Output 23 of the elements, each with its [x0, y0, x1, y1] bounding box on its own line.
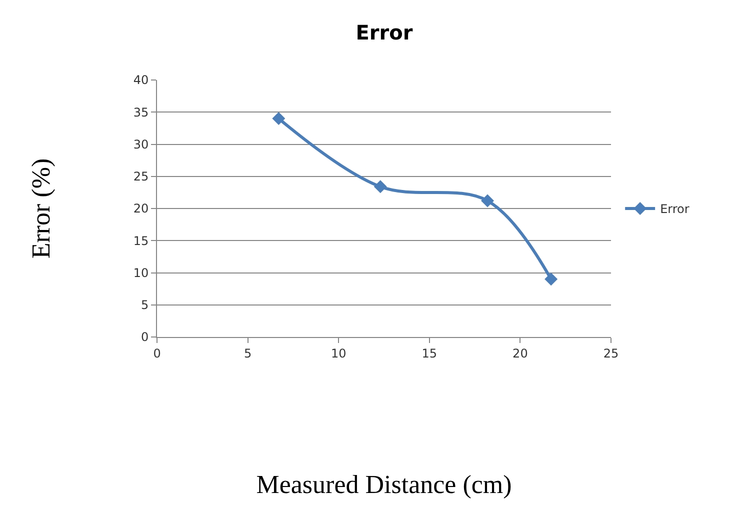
y-tick-label: 15 [133, 234, 149, 248]
x-tick-label: 20 [512, 346, 528, 360]
x-tick-label: 25 [603, 346, 619, 360]
x-tick-label: 10 [330, 346, 346, 360]
point [481, 194, 494, 208]
legend-label: Error [660, 202, 690, 216]
y-tick-label: 20 [133, 202, 149, 216]
y-tick-label: 10 [133, 266, 149, 280]
y-tick-label: 0 [140, 330, 149, 344]
point [374, 180, 387, 194]
y-tick-label: 30 [133, 137, 149, 152]
y-tick-label: 5 [140, 298, 149, 312]
x-axis-title: Measured Distance (cm) [256, 470, 512, 500]
x-tick-label: 0 [153, 346, 161, 360]
y-tick-label: 25 [133, 170, 149, 184]
y-axis-title: Error (%) [26, 158, 56, 259]
point [272, 112, 286, 126]
point [544, 272, 558, 286]
x-tick-label: 5 [244, 346, 252, 360]
y-tick-label: 35 [133, 105, 149, 120]
chart-title: Error [356, 20, 413, 44]
x-tick-label: 15 [422, 346, 438, 360]
y-tick-label: 40 [133, 73, 149, 88]
